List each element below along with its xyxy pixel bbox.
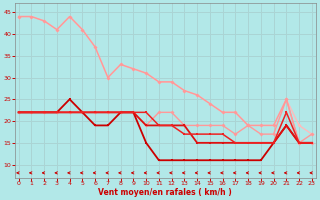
X-axis label: Vent moyen/en rafales ( km/h ): Vent moyen/en rafales ( km/h ) <box>98 188 232 197</box>
